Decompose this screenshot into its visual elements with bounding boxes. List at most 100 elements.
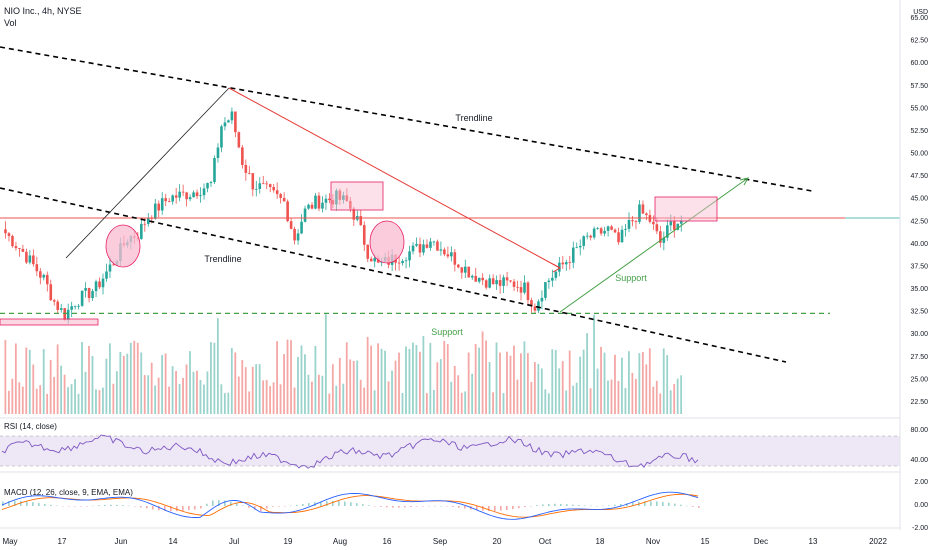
volume-bar (398, 352, 400, 414)
volume-bar (244, 367, 247, 414)
macd-histogram-bar (236, 503, 238, 506)
macd-histogram-bar (248, 506, 250, 508)
volume-bar (568, 350, 571, 414)
candle (209, 180, 213, 187)
volume-bar (624, 388, 627, 414)
candle-body (568, 262, 572, 263)
candle-body (213, 158, 216, 183)
candle (105, 263, 108, 282)
volume-bar (495, 342, 498, 414)
candle (582, 235, 586, 250)
candle (575, 242, 579, 249)
volume-bar (676, 378, 679, 414)
time-tick-label: 17 (58, 537, 67, 546)
candle (544, 282, 547, 301)
candle (164, 193, 168, 207)
macd-histogram-bar (680, 504, 682, 506)
candle-body (171, 195, 174, 202)
signal-line (1, 493, 699, 518)
volume-bar (307, 374, 310, 414)
volume-bar (516, 379, 519, 414)
candle-body (404, 260, 408, 262)
highlight-box (330, 181, 384, 211)
volume-bar (631, 372, 634, 414)
volume-bar (283, 354, 285, 414)
candle-body (188, 197, 192, 200)
time-tick-label: 13 (809, 537, 818, 546)
macd-histogram-bar (482, 506, 484, 511)
price-tick-label: 65.00 (910, 15, 928, 22)
price-tick-label: 42.50 (910, 218, 928, 225)
volume-bars (4, 314, 683, 414)
volume-bar (565, 390, 568, 414)
candle-body (512, 281, 516, 287)
volume-bar (265, 379, 268, 414)
candle-body (523, 282, 526, 293)
candle (4, 221, 7, 239)
macd-histogram-bar (338, 501, 340, 506)
candle (603, 226, 606, 237)
volume-bar (115, 371, 118, 414)
candle (408, 245, 411, 268)
candle-body (216, 147, 220, 159)
macd-histogram-bar (92, 505, 94, 507)
time-tick-label: May (2, 537, 17, 546)
candle (443, 247, 446, 257)
candle (512, 278, 516, 291)
volume-bar (157, 377, 160, 414)
volume-bar (46, 393, 49, 414)
volume-bar (297, 356, 299, 414)
time-tick-label: 20 (493, 537, 502, 546)
candle (328, 193, 331, 203)
candle (192, 190, 195, 198)
macd-histogram-bar (410, 506, 412, 507)
volume-bar (213, 342, 216, 414)
candle-body (578, 245, 582, 248)
time-tick-label: 15 (701, 537, 710, 546)
volume-bar (108, 343, 111, 414)
candle (672, 215, 676, 238)
volume-bar (154, 385, 157, 414)
macd-histogram-bar (128, 505, 130, 507)
candle-body (666, 225, 669, 238)
macd-histogram-bar (74, 506, 76, 507)
macd-histogram-bar (548, 503, 550, 506)
candle-body (659, 231, 662, 243)
candle (411, 242, 415, 255)
price-tick-label: 30.00 (910, 331, 928, 338)
candle-body (275, 190, 279, 195)
macd-histogram-bar (446, 506, 448, 507)
volume-bar (272, 382, 275, 414)
support-diagonal-label: Support (615, 273, 647, 283)
candle (300, 214, 303, 235)
candle (509, 280, 512, 283)
macd-histogram-bar (674, 503, 676, 506)
candle (202, 183, 206, 200)
candle-body (606, 226, 610, 231)
macd-histogram-bar (158, 506, 160, 511)
price-tick-label: 25.00 (910, 376, 928, 383)
volume-bar (460, 392, 463, 414)
volume-bar (628, 351, 630, 414)
volume-bar (81, 342, 83, 414)
volume-bar (492, 392, 494, 414)
candle-body (223, 122, 227, 127)
volume-bar (464, 391, 467, 414)
volume-bar (530, 382, 533, 414)
highlight-ellipse (369, 220, 405, 264)
macd-tick-label: 0.00 (914, 502, 928, 509)
price-tick-label: 27.50 (910, 354, 928, 361)
candle-body (11, 235, 14, 247)
volume-bar (509, 355, 512, 414)
candle-body (286, 201, 289, 222)
highlight-box (654, 196, 718, 222)
candle (251, 173, 255, 197)
volume-bar (63, 374, 66, 414)
volume-bar (262, 380, 265, 414)
candle (335, 188, 338, 211)
volume-bar (429, 342, 432, 414)
candle-body (160, 198, 164, 211)
volume-bar (95, 389, 97, 414)
